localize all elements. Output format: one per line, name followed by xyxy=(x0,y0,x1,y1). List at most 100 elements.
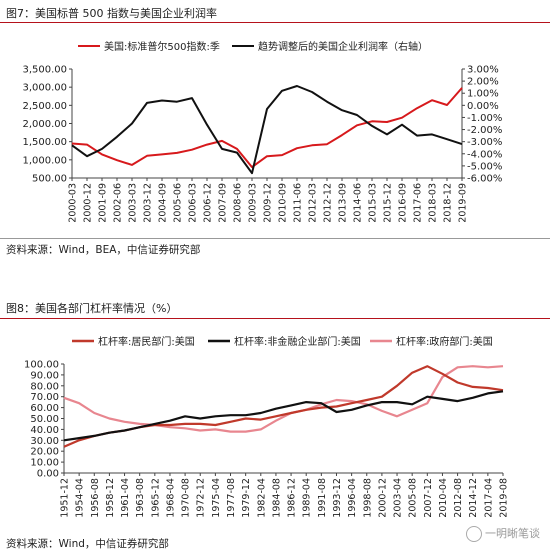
x-tick-label: 2019-08 xyxy=(499,478,510,518)
y-tick-label: 30.00 xyxy=(30,436,59,447)
legend-label-2: 趋势调整后的美国企业利润率（右轴） xyxy=(258,40,428,53)
figure1-bottom-rule xyxy=(0,238,550,239)
figure2-title-rule xyxy=(0,318,550,319)
x-tick-label: 1979-12 xyxy=(241,478,252,518)
y-right-tick-label: 2.00% xyxy=(467,77,499,88)
x-tick-label: 1986-12 xyxy=(287,478,298,518)
x-tick-label: 2012-12 xyxy=(323,183,334,223)
series-line-1 xyxy=(71,87,463,169)
y-tick-label: 10.00 xyxy=(30,458,59,469)
series-line-3 xyxy=(63,365,504,433)
x-tick-label: 2009-12 xyxy=(263,183,274,223)
y-tick-label: 50.00 xyxy=(30,414,59,425)
y-left-tick-label: 3,000.00 xyxy=(22,83,67,94)
y-left-tick-label: 1,500.00 xyxy=(22,137,67,148)
y-tick-label: 100.00 xyxy=(24,360,59,371)
y-right-tick-label: 0.00% xyxy=(467,101,499,112)
legend-label-2: 杠杆率:非金融企业部门:美国 xyxy=(234,335,361,348)
x-tick-label: 2015-12 xyxy=(383,183,394,223)
x-tick-label: 1968-04 xyxy=(165,478,176,518)
x-tick-label: 2016-09 xyxy=(398,183,409,223)
x-tick-label: 2007-09 xyxy=(218,183,229,223)
x-tick-label: 1965-12 xyxy=(150,478,161,518)
x-tick-label: 1991-08 xyxy=(317,478,328,518)
x-tick-label: 1982-04 xyxy=(256,478,267,518)
x-tick-label: 1972-12 xyxy=(196,478,207,518)
x-tick-label: 2006-03 xyxy=(188,183,199,223)
y-tick-label: 60.00 xyxy=(30,403,59,414)
x-tick-label: 2014-12 xyxy=(468,478,479,518)
x-tick-label: 2005-06 xyxy=(173,183,184,223)
x-tick-label: 2014-06 xyxy=(353,183,364,223)
x-tick-label: 2008-06 xyxy=(233,183,244,223)
y-tick-label: 70.00 xyxy=(30,392,59,403)
x-tick-label: 2006-12 xyxy=(203,183,214,223)
x-tick-label: 1984-08 xyxy=(271,478,282,518)
x-tick-label: 1956-08 xyxy=(90,478,101,518)
x-tick-label: 1996-04 xyxy=(347,478,358,518)
series-line-2 xyxy=(71,85,463,175)
x-tick-label: 2010-04 xyxy=(438,478,449,518)
x-tick-label: 1958-12 xyxy=(105,478,116,518)
x-tick-label: 2013-09 xyxy=(338,183,349,223)
x-tick-label: 2017-04 xyxy=(483,478,494,518)
x-tick-label: 2000-12 xyxy=(377,478,388,518)
y-tick-label: 90.00 xyxy=(30,370,59,381)
y-left-tick-label: 500.00 xyxy=(32,174,67,185)
x-tick-label: 2000-03 xyxy=(68,183,79,223)
x-tick-label: 2003-04 xyxy=(393,478,404,518)
y-tick-label: 40.00 xyxy=(30,425,59,436)
chart1-svg: 美国:标准普尔500指数:季 趋势调整后的美国企业利润率（右轴） 3,500.00 3… xyxy=(22,40,502,223)
y-tick-label: 0.00 xyxy=(37,469,59,480)
y-right-tick-label: -1.00% xyxy=(467,113,502,124)
y-right-tick-label: -6.00% xyxy=(467,174,502,185)
y-left-tick-label: 1,000.00 xyxy=(22,155,67,166)
x-tick-label: 2011-06 xyxy=(293,183,304,223)
y-left-tick-label: 3,500.00 xyxy=(22,65,67,76)
x-tick-label: 2019-09 xyxy=(458,183,469,223)
x-tick-label: 1998-08 xyxy=(362,478,373,518)
legend-label-1: 杠杆率:居民部门:美国 xyxy=(98,335,195,348)
figure2-title: 图8：美国各部门杠杆率情况（%） xyxy=(6,302,178,315)
x-tick-label: 1951-12 xyxy=(60,478,71,518)
x-tick-label: 2012-03 xyxy=(308,183,319,223)
x-tick-label: 1989-04 xyxy=(302,478,313,518)
y-left-tick-label: 2,000.00 xyxy=(22,119,67,130)
x-tick-label: 1954-04 xyxy=(75,478,86,518)
legend-label-1: 美国:标准普尔500指数:季 xyxy=(104,40,220,53)
y-right-tick-label: -2.00% xyxy=(467,125,502,136)
x-tick-label: 1975-04 xyxy=(211,478,222,518)
wechat-logo-icon xyxy=(466,526,482,542)
x-tick-label: 2018-12 xyxy=(443,183,454,223)
x-tick-label: 2001-09 xyxy=(98,183,109,223)
x-tick-label: 1961-04 xyxy=(120,478,131,518)
watermark: 一明晰笔谈 xyxy=(466,525,540,542)
x-tick-label: 2002-06 xyxy=(113,183,124,223)
y-tick-label: 80.00 xyxy=(30,381,59,392)
x-tick-label: 2005-08 xyxy=(408,478,419,518)
x-tick-label: 1963-08 xyxy=(135,478,146,518)
y-right-tick-label: 3.00% xyxy=(467,65,499,76)
y-right-tick-label: 1.00% xyxy=(467,89,499,100)
figure1-title: 图7：美国标普 500 指数与美国企业利润率 xyxy=(6,7,217,20)
y-right-tick-label: -5.00% xyxy=(467,161,502,172)
y-tick-label: 20.00 xyxy=(30,447,59,458)
x-tick-label: 1993-12 xyxy=(332,478,343,518)
x-tick-label: 2000-12 xyxy=(83,183,94,223)
x-tick-label: 1970-08 xyxy=(181,478,192,518)
series-line-2 xyxy=(63,390,504,442)
x-tick-label: 2015-03 xyxy=(368,183,379,223)
x-tick-label: 2017-06 xyxy=(413,183,424,223)
x-tick-label: 2010-09 xyxy=(278,183,289,223)
y-right-tick-label: -3.00% xyxy=(467,137,502,148)
figure1-source: 资料来源：Wind，BEA，中信证券研究部 xyxy=(6,244,201,256)
x-tick-label: 2018-03 xyxy=(428,183,439,223)
chart2-svg: 杠杆率:居民部门:美国 杠杆率:非金融企业部门:美国 杠杆率:政府部门:美国 100.… xyxy=(24,335,510,518)
figure1-title-rule xyxy=(0,22,550,23)
figure2-source: 资料来源：Wind，中信证券研究部 xyxy=(6,538,169,550)
x-tick-label: 2003-12 xyxy=(143,183,154,223)
x-tick-label: 1977-08 xyxy=(226,478,237,518)
x-tick-label: 2009-03 xyxy=(248,183,259,223)
y-right-tick-label: -4.00% xyxy=(467,149,502,160)
x-tick-label: 2003-03 xyxy=(128,183,139,223)
